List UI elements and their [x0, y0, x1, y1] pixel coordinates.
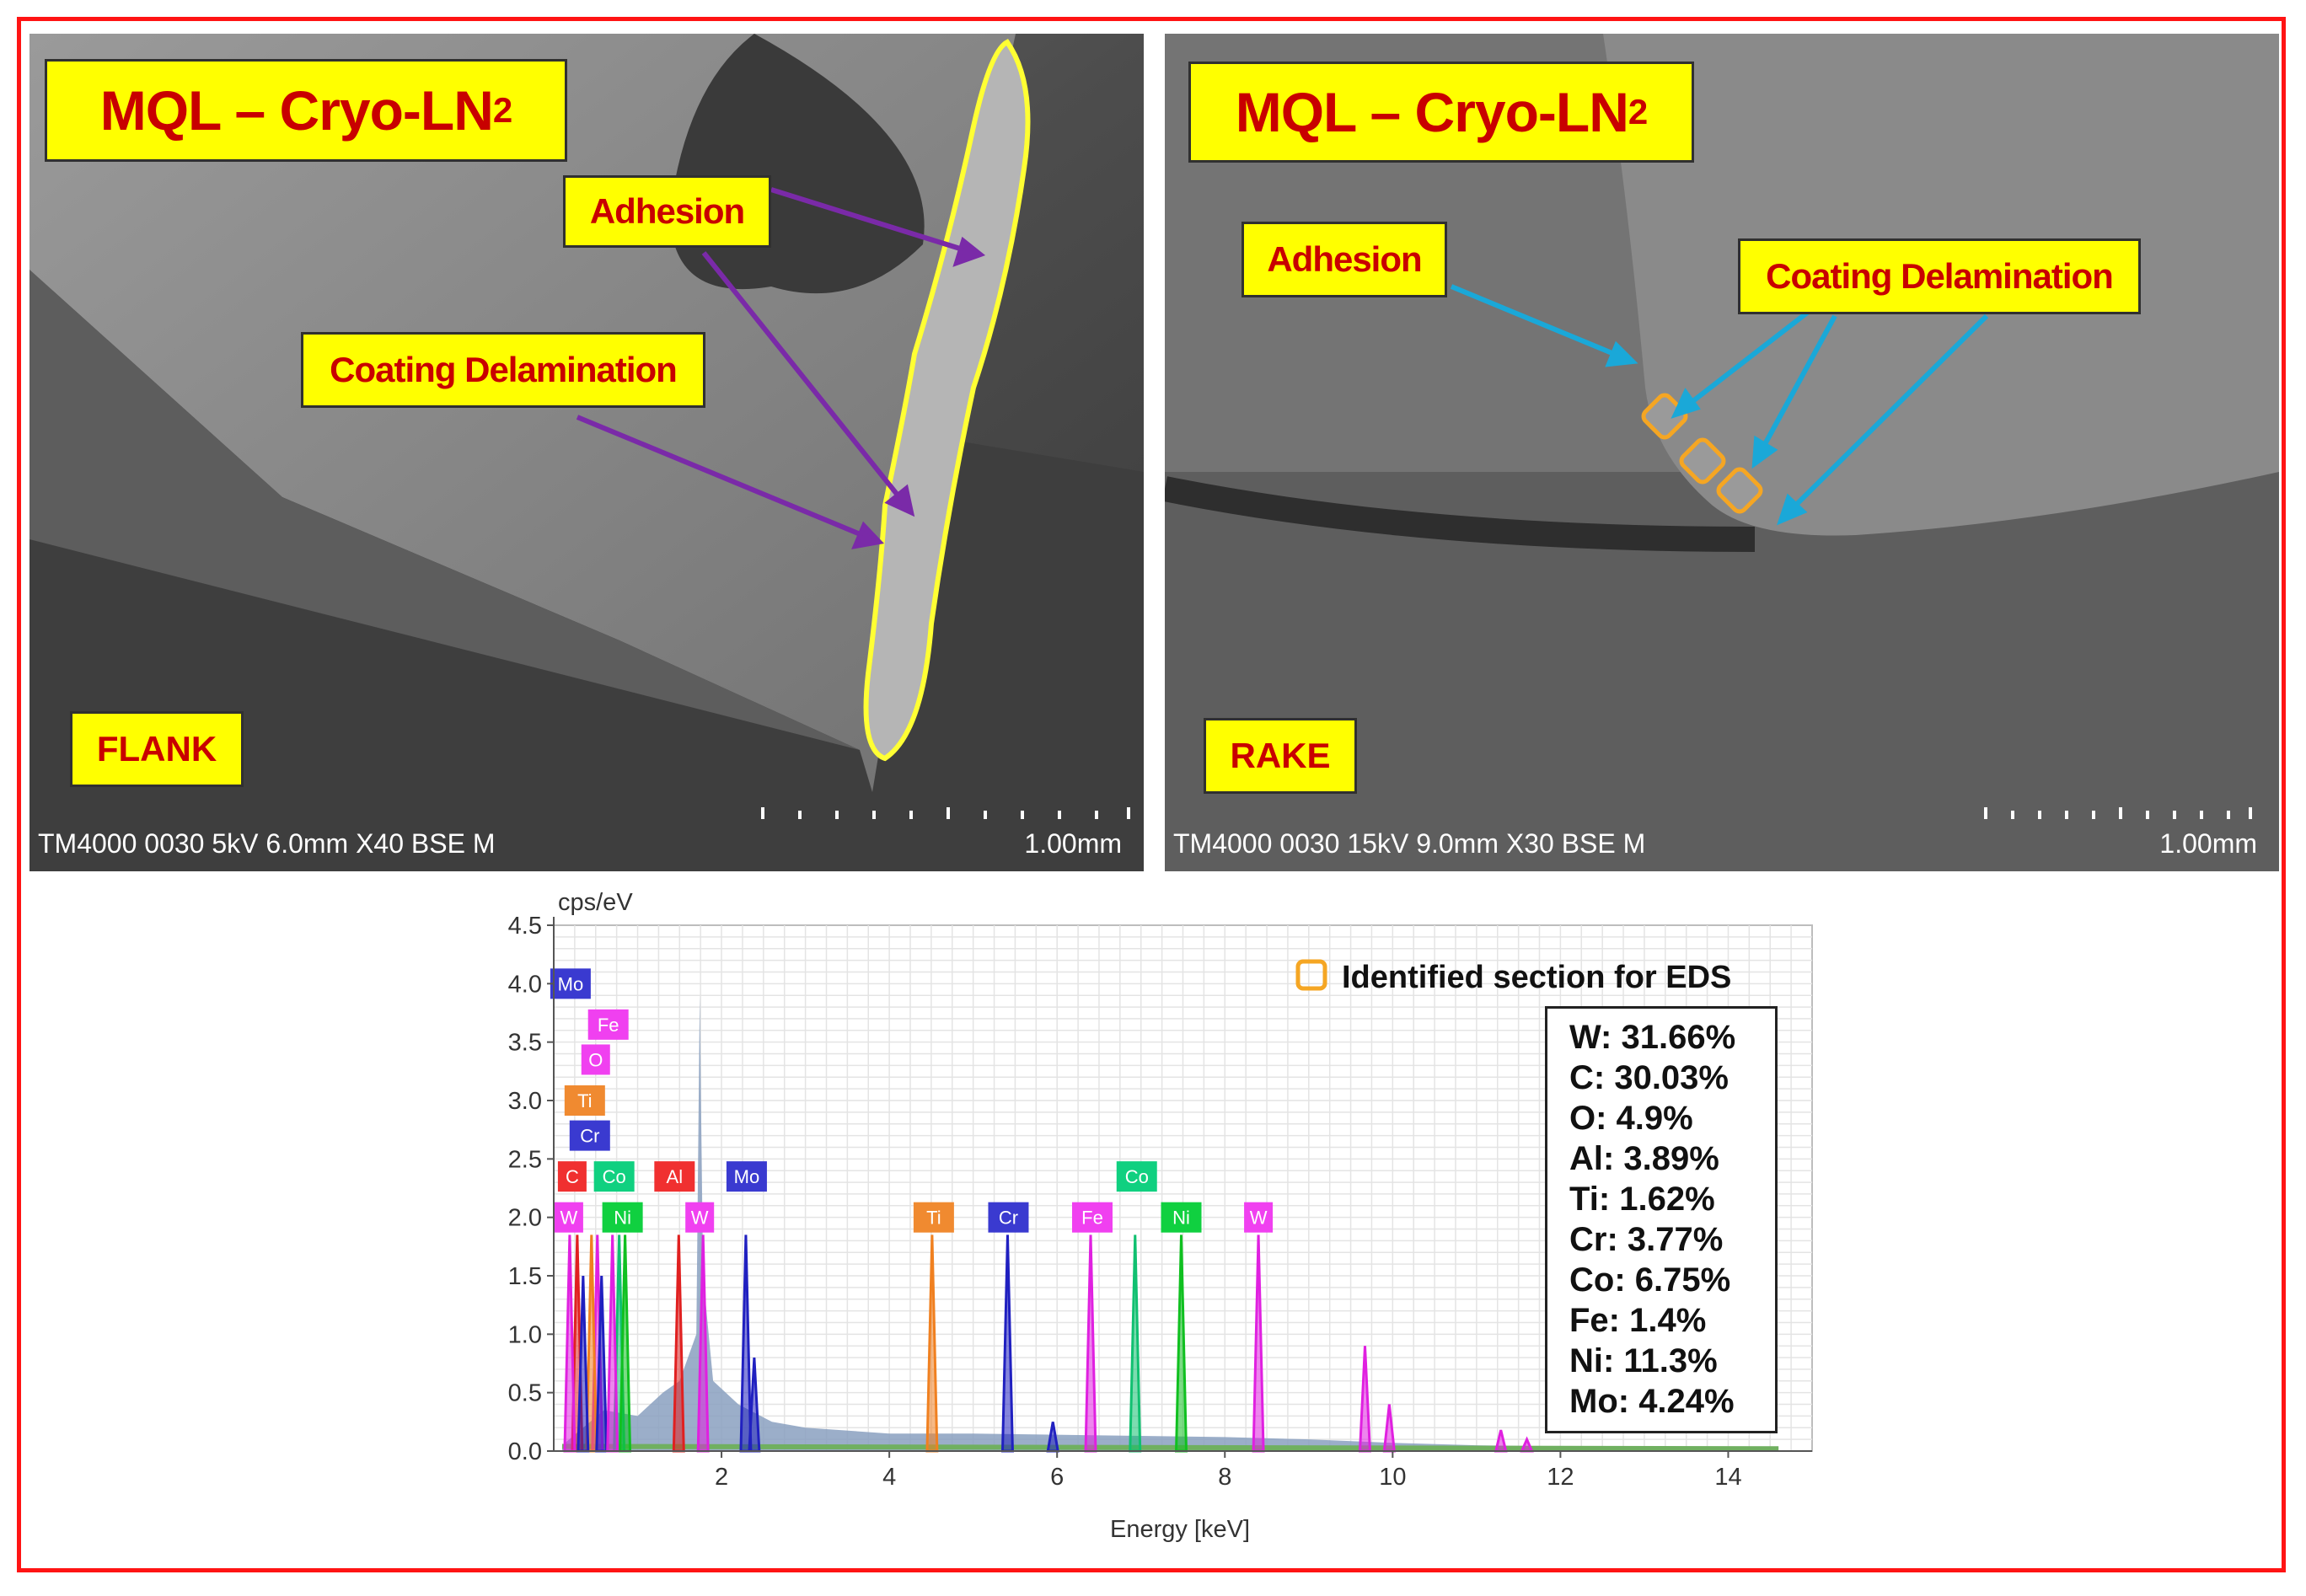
- flank-scale-bar: [761, 807, 1130, 819]
- y-tick-label: 0.0: [508, 1438, 542, 1465]
- rake-orange-markers: [1641, 393, 1763, 514]
- element-label: Cr: [580, 1126, 599, 1147]
- composition-row: Al: 3.89%: [1569, 1140, 1719, 1177]
- composition-row: Fe: 1.4%: [1569, 1302, 1707, 1339]
- element-label-box: [564, 1085, 605, 1116]
- sem-panel-rake: MQL – Cryo-LN 2 Adhesion Coating Delamina…: [1165, 34, 2279, 871]
- rake-adhesion-label: Adhesion: [1241, 222, 1447, 297]
- x-tick-label: 2: [715, 1464, 728, 1491]
- x-axis-title: Energy [keV]: [1110, 1516, 1250, 1543]
- sem-panel-flank: MQL – Cryo-LN 2 Adhesion Coating Delamina…: [29, 34, 1144, 871]
- flank-title-label: MQL – Cryo-LN 2: [45, 59, 567, 162]
- y-tick-label: 0.5: [508, 1380, 542, 1407]
- element-label: Mo: [734, 1166, 760, 1187]
- element-label-box: [1072, 1202, 1113, 1233]
- legend-marker: [1295, 959, 1327, 991]
- rake-sem-info: TM4000 0030 15kV 9.0mm X30 BSE M: [1173, 828, 1646, 859]
- element-label: W: [1250, 1208, 1268, 1229]
- element-label: Co: [1125, 1166, 1149, 1187]
- x-tick-label: 12: [1547, 1464, 1574, 1491]
- y-tick-label: 4.0: [508, 971, 542, 998]
- rake-delamination-label: Coating Delamination: [1738, 238, 2141, 314]
- spectrum-peaks: [563, 1234, 1534, 1453]
- composition-row: Cr: 3.77%: [1569, 1221, 1724, 1258]
- flank-adhesion-label: Adhesion: [563, 175, 771, 248]
- composition-row: Mo: 4.24%: [1569, 1383, 1735, 1420]
- element-label-box: [1116, 1161, 1157, 1192]
- element-label: Al: [667, 1166, 684, 1187]
- element-label-box: [587, 1009, 629, 1040]
- x-tick-label: 4: [882, 1464, 896, 1491]
- y-axis-title: cps/eV: [558, 889, 633, 916]
- element-label-box: [569, 1120, 610, 1151]
- chart-legend: Identified section for EDS: [1295, 959, 1731, 995]
- rake-scale-label: 1.00mm: [2159, 828, 2257, 859]
- element-label-box: [593, 1161, 635, 1192]
- element-label: Fe: [598, 1015, 619, 1036]
- element-label-box: [685, 1202, 715, 1233]
- element-label: W: [560, 1208, 578, 1229]
- element-label: Mo: [558, 973, 584, 994]
- y-tick-label: 1.5: [508, 1263, 542, 1290]
- element-label-box: [554, 1202, 583, 1233]
- flank-sem-info: TM4000 0030 5kV 6.0mm X40 BSE M: [38, 828, 496, 859]
- composition-row: Ni: 11.3%: [1569, 1342, 1718, 1379]
- element-label: Ni: [614, 1208, 631, 1229]
- element-label: Fe: [1081, 1208, 1103, 1229]
- flank-arrows: [576, 187, 986, 549]
- flank-delamination-label: Coating Delamination: [301, 332, 705, 408]
- element-label: O: [588, 1049, 603, 1070]
- element-label-box: [726, 1161, 767, 1192]
- element-label: Ti: [926, 1208, 941, 1229]
- element-label-box: [602, 1202, 643, 1233]
- element-label-box: [1161, 1202, 1202, 1233]
- y-tick-label: 2.0: [508, 1205, 542, 1232]
- element-label-box: [654, 1161, 695, 1192]
- flank-position-label: FLANK: [70, 711, 244, 787]
- x-tick-label: 6: [1050, 1464, 1064, 1491]
- y-tick-label: 3.0: [508, 1088, 542, 1115]
- element-label-box: [988, 1202, 1029, 1233]
- composition-table: W: 31.66% C: 30.03% O: 4.9% Al: 3.89% Ti…: [1545, 1006, 1778, 1433]
- y-tick-label: 2.5: [508, 1146, 542, 1173]
- x-tick-label: 8: [1218, 1464, 1231, 1491]
- spectrum-baseline: [561, 1443, 1779, 1452]
- rake-position-label: RAKE: [1204, 718, 1357, 794]
- composition-row: C: 30.03%: [1569, 1059, 1729, 1096]
- element-label-box: [1244, 1202, 1274, 1233]
- x-tick-label: 10: [1379, 1464, 1406, 1491]
- rake-arrows: [1450, 284, 1989, 526]
- y-tick-label: 4.5: [508, 913, 542, 940]
- figure-frame: [17, 17, 2286, 1572]
- composition-row: Ti: 1.62%: [1569, 1181, 1715, 1218]
- element-label: C: [566, 1166, 579, 1187]
- element-label: Ti: [577, 1090, 593, 1111]
- element-label-box: [550, 968, 591, 999]
- composition-row: W: 31.66%: [1569, 1019, 1736, 1056]
- composition-row: O: 4.9%: [1569, 1100, 1693, 1137]
- rake-title-label: MQL – Cryo-LN 2: [1188, 62, 1694, 163]
- x-tick-label: 14: [1714, 1464, 1741, 1491]
- composition-row: Co: 6.75%: [1569, 1261, 1731, 1299]
- y-tick-label: 3.5: [508, 1030, 542, 1057]
- rake-scale-bar: [1984, 807, 2252, 819]
- element-label-box: [557, 1161, 587, 1192]
- element-label-box: [913, 1202, 954, 1233]
- element-label: Co: [603, 1166, 626, 1187]
- chart-axes: 0.0 0.5 1.0 1.5 2.0 2.5 3.0 3.5 4.0 4.5 2 4 6 8 10 12 14: [508, 913, 1812, 1491]
- element-label: W: [691, 1208, 709, 1229]
- y-tick-label: 1.0: [508, 1321, 542, 1348]
- legend-label: Identified section for EDS: [1342, 960, 1731, 995]
- element-label-box: [581, 1044, 610, 1075]
- flank-scale-label: 1.00mm: [1024, 828, 1122, 859]
- adhesion-outline: [863, 39, 1031, 762]
- element-label: Cr: [999, 1208, 1018, 1229]
- element-label: Ni: [1172, 1208, 1190, 1229]
